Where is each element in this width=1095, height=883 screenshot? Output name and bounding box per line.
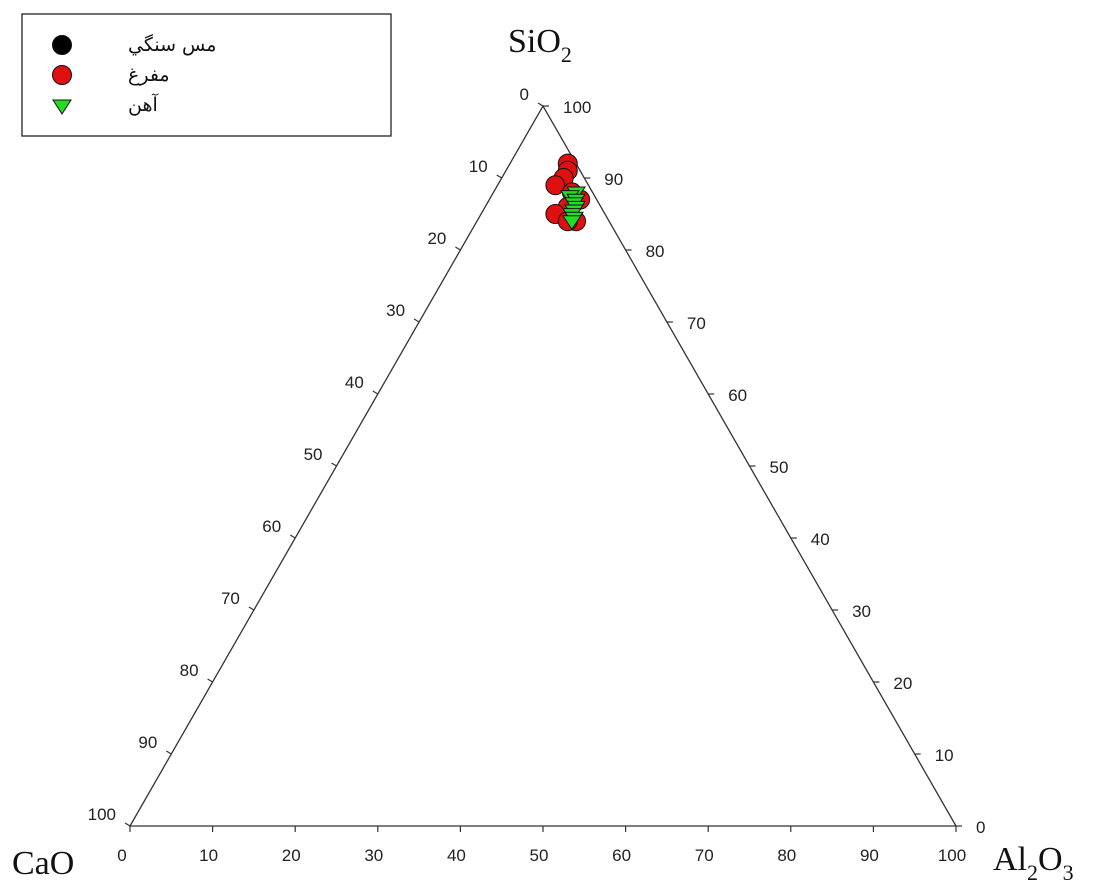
top-vertex-label-main: SiO <box>508 23 561 60</box>
left-axis-tick <box>496 174 503 179</box>
left-vertex-label: CaO <box>12 845 74 882</box>
right-vertex-label-after: O <box>1038 841 1063 878</box>
bottom-axis-tick-label: 80 <box>777 846 796 865</box>
left-axis-tick <box>289 534 296 539</box>
left-axis-tick <box>331 462 337 467</box>
left-axis-tick <box>124 822 131 827</box>
left-axis-tick <box>248 606 255 611</box>
legend-label: آهن <box>128 92 158 116</box>
bottom-axis-tick-label: 50 <box>530 846 549 865</box>
left-axis-tick-label: 60 <box>262 517 281 536</box>
left-axis-tick <box>537 102 544 107</box>
bottom-axis-tick-label: 30 <box>364 846 383 865</box>
right-vertex-label-sub: 2 <box>1027 860 1038 883</box>
left-axis-tick-label: 10 <box>469 157 488 176</box>
left-axis-tick <box>455 246 461 251</box>
legend-box <box>21 13 392 137</box>
right-axis-tick-label: 40 <box>811 530 830 549</box>
right-axis-tick-label: 20 <box>893 674 912 693</box>
ternary-triangle <box>128 104 958 827</box>
bottom-axis-tick-label: 60 <box>612 846 631 865</box>
bottom-axis-tick-label: 0 <box>117 846 126 865</box>
right-axis-tick-label: 70 <box>687 314 706 333</box>
right-axis-tick-label: 50 <box>770 458 789 477</box>
right-axis-tick-label: 60 <box>728 386 747 405</box>
left-axis-tick-label: 40 <box>345 373 364 392</box>
left-axis-tick-label: 90 <box>138 733 157 752</box>
bottom-axis-tick-label: 40 <box>447 846 466 865</box>
right-vertex-label-sub2: 3 <box>1063 860 1074 883</box>
left-axis-tick <box>413 318 420 323</box>
left-axis-tick-label: 50 <box>304 445 323 464</box>
left-axis-tick-label: 80 <box>180 661 199 680</box>
top-vertex-label-sub: 2 <box>561 42 572 67</box>
legend-marker-circle <box>52 65 72 85</box>
data-point-triangle <box>561 215 582 231</box>
data-point-circle <box>545 175 566 196</box>
legend-marker-circle <box>52 35 72 55</box>
left-axis-tick-label: 100 <box>88 805 116 824</box>
bottom-axis-tick-label: 90 <box>860 846 879 865</box>
bottom-axis-tick-label: 20 <box>282 846 301 865</box>
top-vertex-label: SiO2 <box>508 23 572 67</box>
left-axis-tick-label: 20 <box>427 229 446 248</box>
right-axis-tick-label: 90 <box>604 170 623 189</box>
right-axis-tick-label: 30 <box>852 602 871 621</box>
left-axis-tick <box>207 678 213 683</box>
bottom-axis-tick-label: 70 <box>695 846 714 865</box>
left-axis-tick <box>372 390 379 395</box>
left-axis-tick-label: 30 <box>386 301 405 320</box>
bottom-axis-tick-label: 10 <box>199 846 218 865</box>
left-axis-tick <box>165 750 172 755</box>
bottom-axis-tick-label: 100 <box>938 846 966 865</box>
right-axis-tick-label: 100 <box>563 98 591 117</box>
legend-label: مس سنگي <box>128 33 216 56</box>
right-axis-tick-label: 80 <box>646 242 665 261</box>
right-vertex-label: Al2O3 <box>993 841 1074 883</box>
right-vertex-label-main: Al <box>993 841 1027 878</box>
left-axis-tick-label: 0 <box>520 85 529 104</box>
right-axis-tick-label: 10 <box>935 746 954 765</box>
legend-marker-triangle <box>52 99 72 115</box>
left-axis-tick-label: 70 <box>221 589 240 608</box>
right-axis-tick-label: 0 <box>976 818 985 837</box>
legend-label: مفرغ <box>128 64 170 86</box>
